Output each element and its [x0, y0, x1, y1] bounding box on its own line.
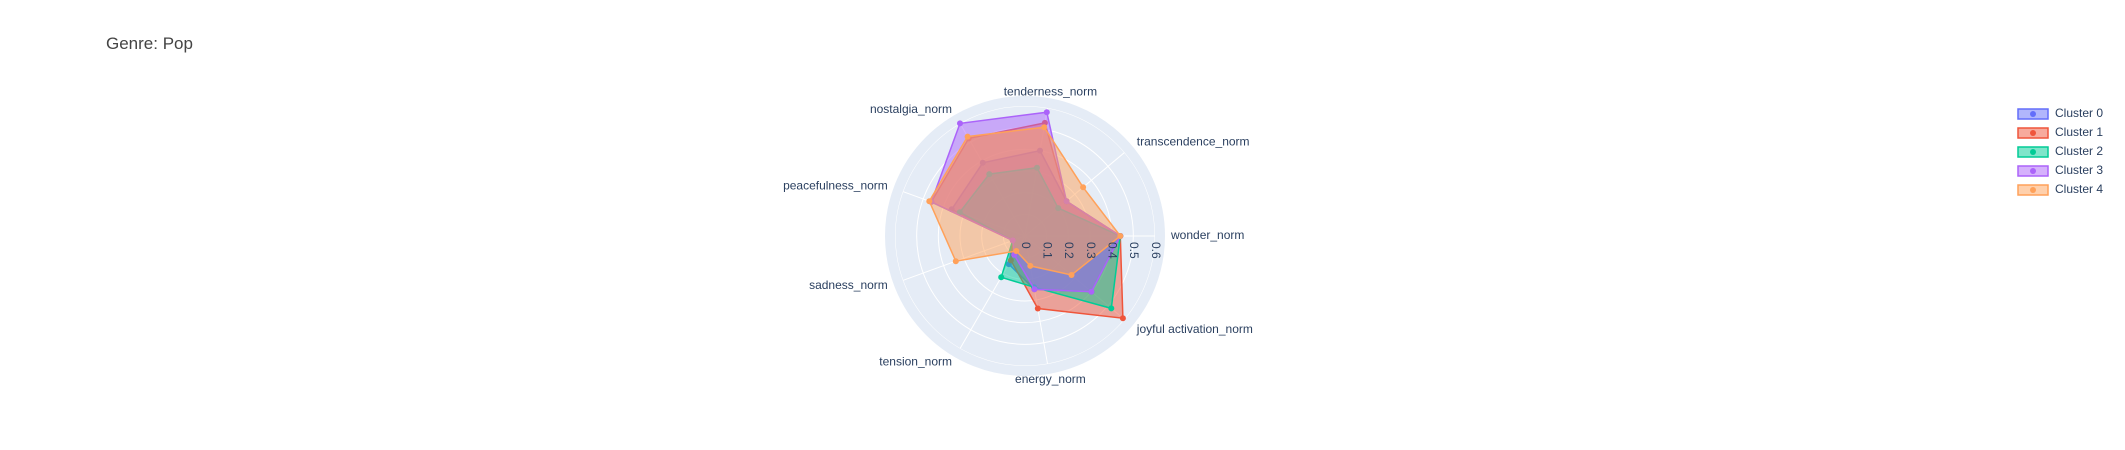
axis-label: wonder_norm — [1170, 228, 1244, 242]
data-point[interactable] — [1027, 262, 1034, 269]
radial-tick-label: 0.4 — [1105, 242, 1119, 259]
legend-item[interactable]: Cluster 0 — [2017, 106, 2103, 120]
data-point[interactable] — [1088, 288, 1095, 295]
angular-axis-labels: wonder_norm transcendence_norm tenderness_… — [783, 84, 1253, 386]
axis-label: nostalgia_norm — [870, 102, 952, 116]
radial-tick-label: 0.3 — [1084, 242, 1098, 259]
legend-label: Cluster 4 — [2055, 182, 2103, 196]
radial-tick-label: 0.2 — [1062, 242, 1076, 259]
axis-label: transcendence_norm — [1137, 134, 1250, 148]
legend-item[interactable]: Cluster 3 — [2017, 163, 2103, 177]
radial-tick-labels: 0 0.1 0.2 0.3 0.4 0.5 0.6 — [1019, 242, 1163, 259]
axis-label: tenderness_norm — [1004, 84, 1097, 98]
data-point[interactable] — [1119, 315, 1126, 322]
radial-tick-label: 0.1 — [1040, 242, 1054, 259]
data-point[interactable] — [952, 258, 959, 265]
legend: Cluster 0 Cluster 1 Cluster 2 Cluster 3 Clus… — [2017, 106, 2103, 196]
axis-label: energy_norm — [1015, 372, 1086, 386]
legend-item[interactable]: Cluster 1 — [2017, 125, 2103, 139]
axis-label: sadness_norm — [809, 278, 888, 292]
data-point[interactable] — [1068, 272, 1075, 278]
legend-marker — [2030, 187, 2036, 193]
series-cluster-4 — [926, 124, 1124, 278]
legend-label: Cluster 0 — [2055, 106, 2103, 120]
data-point[interactable] — [1013, 248, 1020, 254]
legend-item[interactable]: Cluster 4 — [2017, 182, 2103, 196]
legend-label: Cluster 2 — [2055, 144, 2103, 158]
legend-marker — [2030, 168, 2036, 174]
legend-label: Cluster 3 — [2055, 163, 2103, 177]
data-point[interactable] — [964, 133, 971, 140]
chart-title: Genre: Pop — [106, 34, 193, 53]
data-point[interactable] — [926, 198, 933, 205]
radial-tick-label: 0.5 — [1127, 242, 1141, 259]
data-point[interactable] — [1041, 124, 1048, 131]
angular-axis-ring — [885, 96, 1165, 376]
legend-item[interactable]: Cluster 2 — [2017, 144, 2103, 158]
data-point[interactable] — [1080, 184, 1087, 191]
legend-marker — [2030, 130, 2036, 136]
legend-marker — [2030, 149, 2036, 155]
data-point[interactable] — [1117, 233, 1124, 239]
data-point[interactable] — [998, 274, 1005, 281]
data-point[interactable] — [1031, 286, 1038, 293]
legend-label: Cluster 1 — [2055, 125, 2103, 139]
series-group — [926, 109, 1126, 322]
series-area — [928, 126, 1122, 276]
axis-label: tension_norm — [879, 355, 952, 369]
radial-tick-label: 0 — [1019, 242, 1033, 249]
data-point[interactable] — [1034, 305, 1041, 312]
axis-label: peacefulness_norm — [783, 178, 888, 192]
data-point[interactable] — [957, 120, 963, 127]
radial-tick-label: 0.6 — [1149, 242, 1163, 259]
legend-marker — [2030, 111, 2036, 117]
data-point[interactable] — [1108, 305, 1115, 312]
data-point[interactable] — [1043, 109, 1050, 116]
axis-label: joyful activation_norm — [1136, 322, 1253, 336]
